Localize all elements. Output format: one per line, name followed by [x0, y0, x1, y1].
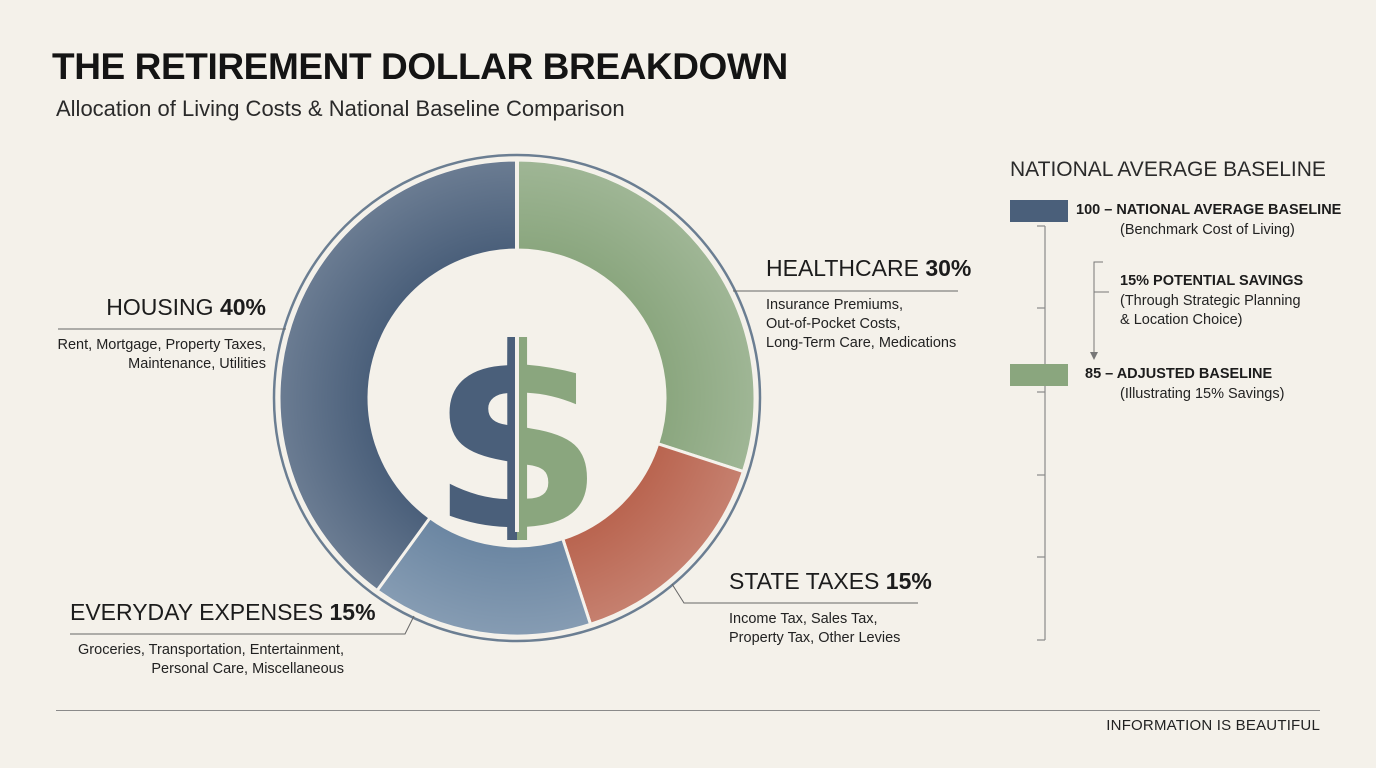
chart-subtitle: Allocation of Living Costs & National Ba…: [56, 96, 625, 121]
dollar-icon: $ $: [430, 295, 604, 586]
housing-percent: 40%: [219, 294, 266, 320]
savings-note-line: (Through Strategic Planning: [1120, 293, 1301, 309]
baseline-85-label: 85 – ADJUSTED BASELINE: [1085, 366, 1273, 382]
everyday-name: EVERYDAY EXPENSES: [70, 599, 324, 625]
state-taxes-detail-line: Property Tax, Other Levies: [729, 630, 901, 646]
leader-lines: [58, 290, 958, 635]
state-taxes-name: STATE TAXES: [729, 568, 880, 594]
footer-credit: INFORMATION IS BEAUTIFUL: [1106, 717, 1320, 734]
healthcare-name: HEALTHCARE: [766, 255, 919, 281]
everyday-detail-line: Groceries, Transportation, Entertainment…: [78, 642, 344, 658]
healthcare-detail-line: Insurance Premiums,: [766, 297, 903, 313]
everyday-label: EVERYDAY EXPENSES 15%: [70, 599, 376, 626]
healthcare-detail-line: Out-of-Pocket Costs,: [766, 316, 901, 332]
baseline-100-note: (Benchmark Cost of Living): [1120, 222, 1295, 238]
baseline-bar-100: [1010, 200, 1068, 222]
healthcare-label: HEALTHCARE 30%: [766, 255, 971, 282]
savings-note-line: & Location Choice): [1120, 312, 1243, 328]
savings-note: (Through Strategic Planning & Location C…: [1120, 292, 1301, 330]
chart-title: THE RETIREMENT DOLLAR BREAKDOWN: [52, 46, 788, 87]
scale-ticks: [1037, 225, 1045, 641]
everyday-percent: 15%: [329, 599, 376, 625]
healthcare-details: Insurance Premiums, Out-of-Pocket Costs,…: [766, 296, 956, 353]
state-taxes-detail-line: Income Tax, Sales Tax,: [729, 611, 878, 627]
housing-detail-line: Rent, Mortgage, Property Taxes,: [57, 337, 266, 353]
footer-divider: [56, 710, 1320, 711]
state-taxes-percent: 15%: [885, 568, 932, 594]
healthcare-detail-line: Long-Term Care, Medications: [766, 335, 957, 351]
dollar-left-half: $: [430, 295, 604, 586]
baseline-bar-85: [1010, 364, 1068, 386]
dollar-right-half: $: [430, 295, 604, 586]
leader-state-taxes: [671, 583, 918, 604]
baseline-100-label: 100 – NATIONAL AVERAGE BASELINE: [1076, 202, 1342, 218]
healthcare-percent: 30%: [925, 255, 972, 281]
savings-label: 15% POTENTIAL SAVINGS: [1120, 273, 1304, 289]
everyday-details: Groceries, Transportation, Entertainment…: [78, 641, 344, 679]
state-taxes-details: Income Tax, Sales Tax, Property Tax, Oth…: [729, 610, 900, 648]
housing-details: Rent, Mortgage, Property Taxes, Maintena…: [58, 336, 266, 374]
state-taxes-label: STATE TAXES 15%: [729, 568, 932, 595]
housing-detail-line: Maintenance, Utilities: [128, 356, 266, 372]
everyday-detail-line: Personal Care, Miscellaneous: [151, 661, 344, 677]
housing-name: HOUSING: [106, 294, 214, 320]
baseline-title: NATIONAL AVERAGE BASELINE: [1010, 158, 1326, 181]
housing-label: HOUSING 40%: [106, 294, 266, 321]
leader-everyday: [70, 615, 415, 635]
baseline-85-note: (Illustrating 15% Savings): [1120, 386, 1285, 402]
savings-arrow-icon: [1090, 261, 1109, 360]
